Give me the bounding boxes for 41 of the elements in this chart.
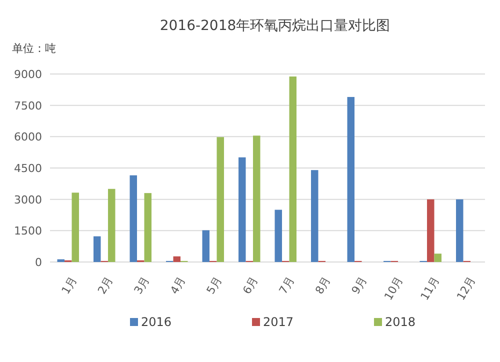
y-tick-label: 9000 bbox=[14, 68, 42, 81]
legend-label: 2018 bbox=[385, 315, 416, 329]
legend-label: 2016 bbox=[141, 315, 172, 329]
bar bbox=[72, 192, 79, 262]
bar bbox=[144, 193, 152, 262]
bar bbox=[94, 236, 101, 262]
text: 单位：吨 bbox=[12, 42, 56, 55]
y-tick-label: 0 bbox=[35, 256, 42, 269]
x-tick-label: 5月 bbox=[204, 274, 224, 296]
x-tick-label: 6月 bbox=[240, 274, 261, 296]
bar bbox=[108, 188, 116, 262]
chart-title: 2016-2018年环氧丙烷出口量对比图 bbox=[160, 18, 390, 34]
x-tick-label: 7月 bbox=[276, 274, 297, 296]
x-tick-label: 12月 bbox=[454, 274, 478, 302]
bar bbox=[347, 96, 354, 262]
y-tick-label: 7500 bbox=[14, 99, 42, 112]
bar bbox=[202, 230, 210, 262]
legend-label: 2017 bbox=[263, 315, 294, 329]
y-tick-label: 6000 bbox=[14, 130, 42, 144]
x-tick-label: 10月 bbox=[382, 274, 406, 302]
bar bbox=[253, 136, 260, 262]
x-tick-label: 1月 bbox=[59, 274, 80, 296]
bar bbox=[456, 199, 464, 262]
x-tick-label: 4月 bbox=[168, 274, 188, 296]
y-tick-label: 3000 bbox=[14, 193, 42, 206]
x-tick-label: 2月 bbox=[95, 274, 116, 296]
bar bbox=[289, 76, 296, 262]
y-tick-label: 4500 bbox=[14, 162, 42, 175]
bar bbox=[173, 256, 180, 262]
bar bbox=[427, 199, 434, 262]
x-tick-label: 8月 bbox=[312, 274, 334, 296]
x-tick-label: 11月 bbox=[418, 274, 442, 302]
y-tick-label: 1500 bbox=[14, 224, 42, 238]
x-tick-label: 3月 bbox=[132, 274, 152, 296]
bar bbox=[434, 254, 442, 262]
bar bbox=[216, 137, 224, 262]
bar bbox=[274, 210, 282, 262]
bar bbox=[130, 175, 137, 262]
x-tick-label: 9月 bbox=[349, 274, 370, 296]
bar bbox=[238, 157, 246, 262]
bar bbox=[311, 170, 318, 262]
